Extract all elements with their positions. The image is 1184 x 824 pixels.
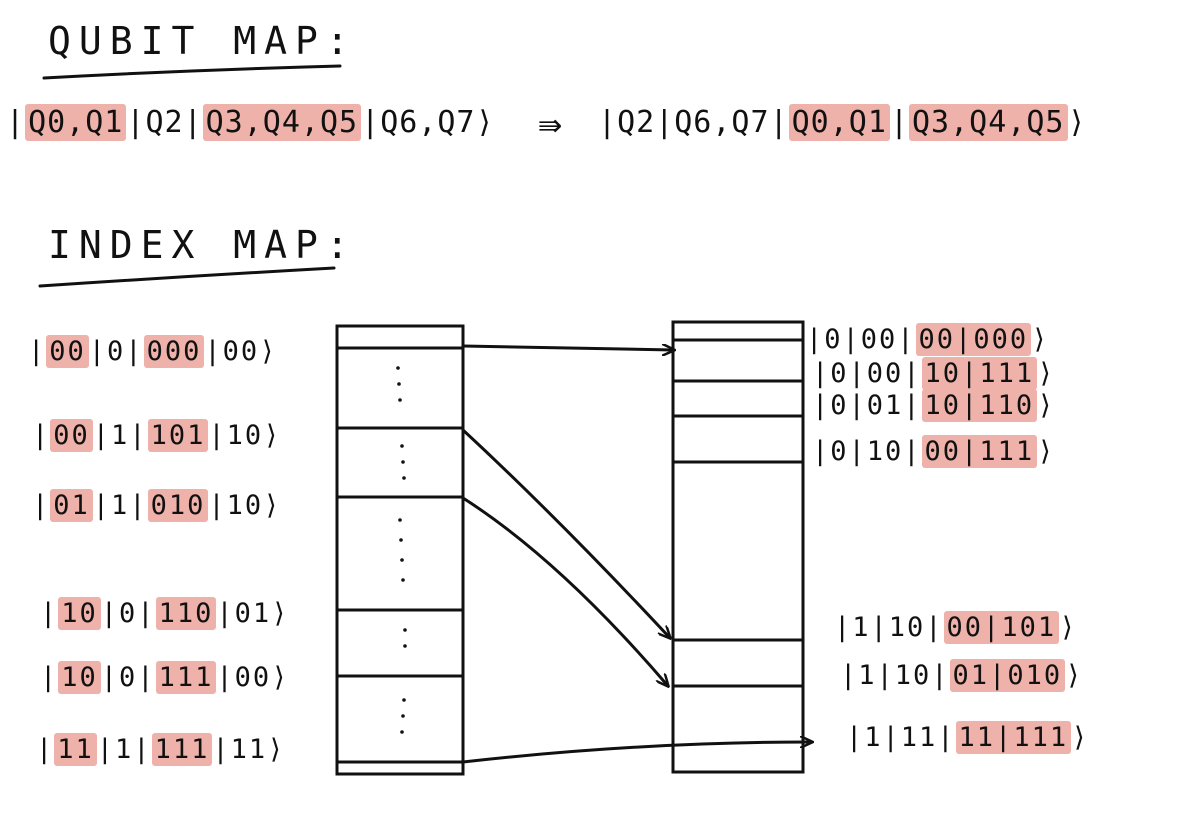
ellipsis-dot bbox=[400, 444, 404, 448]
ellipsis-dot bbox=[401, 714, 405, 718]
ellipsis-dot bbox=[401, 578, 405, 582]
qubit-map-underline bbox=[44, 66, 340, 78]
ellipsis-dot bbox=[403, 644, 407, 648]
mapping-arrow bbox=[463, 430, 670, 638]
right-memory-column bbox=[673, 322, 803, 772]
ellipsis-dot bbox=[400, 730, 404, 734]
left-memory-column bbox=[337, 326, 463, 774]
ellipsis-dot bbox=[397, 382, 401, 386]
ellipsis-dot bbox=[403, 628, 407, 632]
mapping-arrow bbox=[463, 742, 812, 762]
ellipsis-dot bbox=[396, 366, 400, 370]
ellipsis-dot bbox=[401, 460, 405, 464]
ellipsis-dot bbox=[399, 538, 403, 542]
mapping-arrow bbox=[463, 346, 674, 350]
mapping-arrow bbox=[463, 498, 668, 686]
ellipsis-dot bbox=[400, 558, 404, 562]
ellipsis-dot bbox=[402, 698, 406, 702]
ellipsis-dot bbox=[402, 476, 406, 480]
ellipsis-dot bbox=[398, 398, 402, 402]
ellipsis-dot bbox=[398, 518, 402, 522]
index-map-underline bbox=[40, 268, 334, 286]
